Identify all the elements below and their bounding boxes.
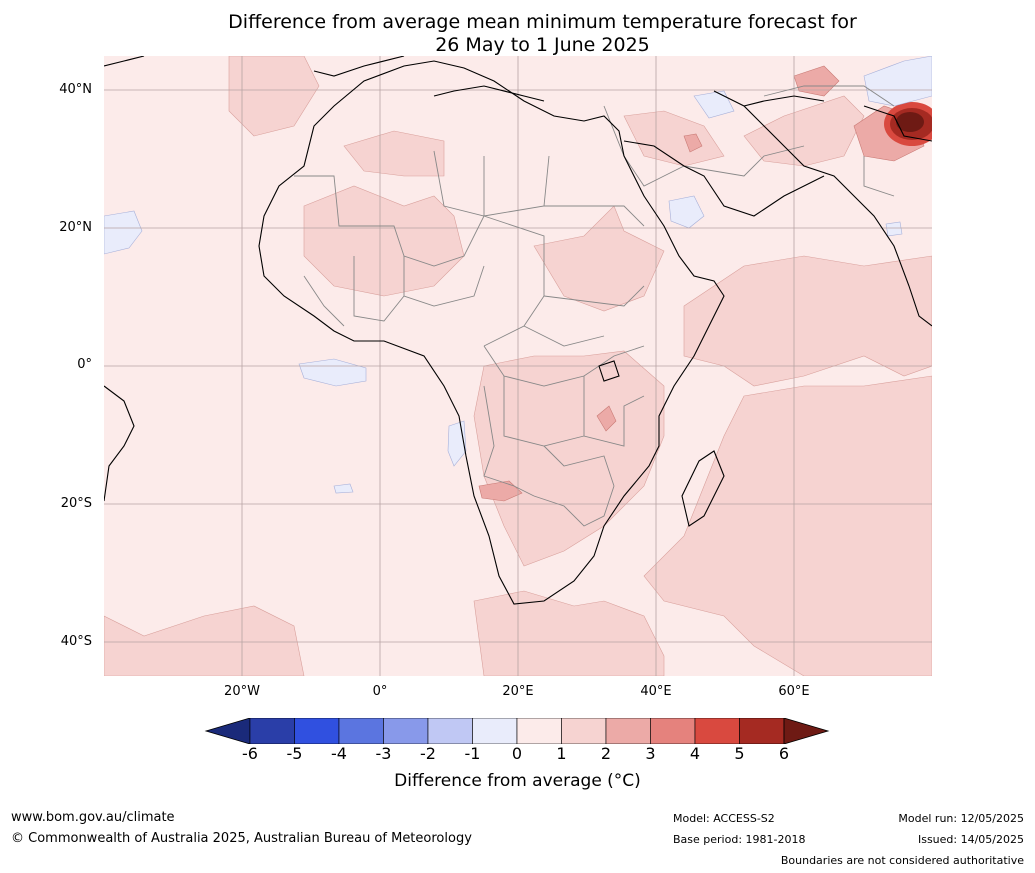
colorbar-swatch	[650, 718, 696, 744]
forecast-map	[104, 56, 932, 676]
colorbar-tick: 1	[556, 744, 567, 763]
colorbar-swatch	[383, 718, 429, 744]
colorbar-arrow-high	[783, 718, 830, 744]
footer-model-run: Model run: 12/05/2025	[898, 812, 1024, 825]
colorbar-swatch	[605, 718, 651, 744]
colorbar-tick: 3	[645, 744, 656, 763]
lat-label-40s: 40°S	[60, 634, 92, 649]
colorbar-tick: -6	[242, 744, 258, 763]
colorbar-tick: -5	[286, 744, 303, 763]
footer-website-link[interactable]: www.bom.gov.au/climate	[11, 810, 175, 825]
colorbar-tick: 6	[778, 744, 790, 763]
colorbar-tick: -2	[420, 744, 436, 763]
map-title-line2: 26 May to 1 June 2025	[435, 34, 650, 56]
colorbar-swatch	[694, 718, 740, 744]
colorbar-swatch	[516, 718, 562, 744]
colorbar-swatch	[427, 718, 473, 744]
colorbar-tick: -1	[464, 744, 481, 763]
colorbar-tick: 5	[734, 744, 745, 763]
lat-label-20s: 20°S	[60, 496, 92, 511]
footer-issued: Issued: 14/05/2025	[917, 833, 1024, 846]
colorbar-swatch	[472, 718, 518, 744]
colorbar	[204, 718, 830, 744]
colorbar-tick: -4	[331, 744, 347, 763]
colorbar-swatch	[561, 718, 607, 744]
colorbar-swatch	[338, 718, 384, 744]
lon-label-20e: 20°E	[502, 684, 534, 699]
colorbar-swatch	[294, 718, 340, 744]
lon-label-40e: 40°E	[640, 684, 672, 699]
country-borders	[294, 85, 895, 527]
lat-label-40n: 40°N	[59, 82, 92, 97]
colorbar-tick: -3	[375, 744, 392, 763]
lat-label-equator: 0°	[77, 357, 92, 372]
lon-label-20w: 20°W	[224, 684, 260, 699]
lon-label-0: 0°	[372, 684, 388, 699]
colorbar-arrow-low	[204, 718, 251, 744]
colorbar-swatch	[739, 718, 785, 744]
footer-copyright: © Commonwealth of Australia 2025, Austra…	[11, 831, 472, 846]
footer-base-period: Base period: 1981-2018	[673, 833, 806, 846]
colorbar-swatch	[249, 718, 295, 744]
colorbar-tick: 4	[689, 744, 701, 763]
anomaly-1-to-2-regions	[104, 56, 932, 676]
colorbar-tick: 2	[600, 744, 612, 763]
footer-disclaimer: Boundaries are not considered authoritat…	[780, 854, 1024, 867]
colorbar-tick: 0	[511, 744, 523, 763]
map-title-line1: Difference from average mean minimum tem…	[228, 11, 857, 33]
anomaly-hotspot	[884, 102, 932, 146]
lat-label-20n: 20°N	[59, 220, 92, 235]
footer-model: Model: ACCESS-S2	[673, 812, 775, 825]
coastlines	[104, 56, 932, 605]
graticule	[104, 56, 932, 676]
colorbar-label: Difference from average (°C)	[394, 771, 641, 791]
lon-label-60e: 60°E	[778, 684, 810, 699]
